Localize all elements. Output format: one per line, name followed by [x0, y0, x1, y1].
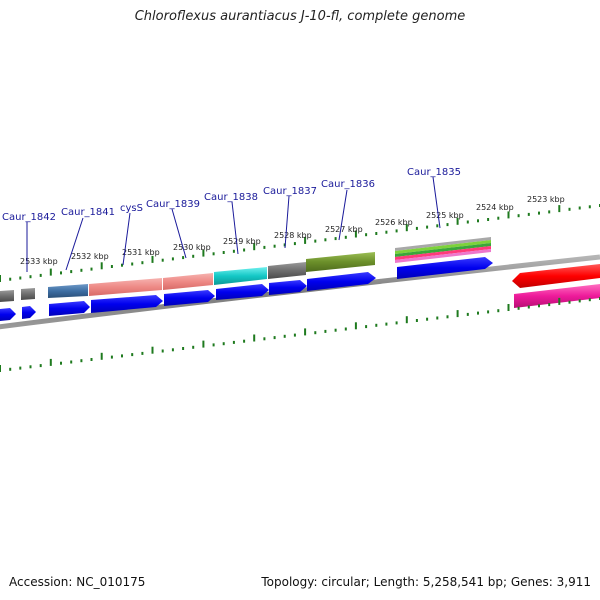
tick-label: 2525 kbp: [426, 211, 464, 220]
gene-label-caur-1838: Caur_1838: [204, 192, 258, 203]
tick-label: 2530 kbp: [173, 243, 211, 252]
cds-arrow: [91, 295, 163, 313]
cds-track: [0, 257, 493, 321]
tick-label: 2528 kbp: [274, 231, 312, 240]
accession-text: Accession: NC_010175: [9, 575, 146, 589]
gene-label-caur-1835: Caur_1835: [407, 167, 461, 178]
cds-arrow: [22, 306, 36, 319]
gene-labels: Caur_1842 Caur_1841 cysS Caur_1839 Caur_…: [2, 167, 461, 223]
inner-tick-ring: [0, 297, 600, 372]
label-leaders: [26, 176, 441, 272]
gene-label-caur-1842: Caur_1842: [2, 212, 56, 223]
feature-block: [268, 262, 306, 279]
feature-block: [514, 284, 600, 308]
gene-label-caur-1836: Caur_1836: [321, 179, 375, 190]
feature-block: [48, 284, 88, 298]
feature-block: [21, 288, 35, 300]
cds-arrow: [164, 290, 215, 306]
label-leader-line: [432, 176, 441, 229]
feature-block: [214, 267, 267, 285]
feature-block: [395, 249, 491, 263]
cds-arrow: [49, 301, 90, 316]
label-leader-line: [338, 189, 348, 241]
gene-label-caur-1837: Caur_1837: [263, 186, 317, 197]
feature-block: [395, 237, 491, 251]
feature-block: [163, 273, 213, 290]
feature-track: [0, 237, 600, 308]
feature-block: [395, 240, 491, 254]
tick-label: 2526 kbp: [375, 218, 413, 227]
feature-block: [89, 278, 162, 296]
map-title: Chloroflexus aurantiacus J-10-fl, comple…: [134, 9, 466, 24]
tick-label: 2529 kbp: [223, 237, 261, 246]
outer-tick-ring: [0, 204, 600, 282]
genome-stats-text: Topology: circular; Length: 5,258,541 bp…: [261, 575, 591, 589]
label-leader-line: [171, 208, 187, 259]
label-leader-line: [122, 212, 131, 266]
label-leader-line: [65, 217, 84, 271]
cds-arrow: [216, 284, 269, 300]
feature-block: [395, 243, 491, 257]
gene-label-cyss: cysS: [120, 203, 143, 214]
tick-label: 2523 kbp: [527, 195, 565, 204]
label-leader-line: [284, 195, 290, 249]
feature-block: [306, 252, 375, 272]
feature-block: [0, 290, 14, 302]
tick-label: 2527 kbp: [325, 225, 363, 234]
feature-block: [395, 246, 491, 260]
cds-arrow: [0, 308, 16, 321]
cds-arrow: [397, 257, 493, 279]
tick-label: 2532 kbp: [71, 252, 109, 261]
feature-block: [512, 264, 600, 288]
label-leader-line: [231, 201, 239, 255]
tick-label: 2531 kbp: [122, 248, 160, 257]
tick-label: 2524 kbp: [476, 203, 514, 212]
tick-labels: 2533 kbp 2532 kbp 2531 kbp 2530 kbp 2529…: [20, 195, 565, 266]
cds-arrow: [307, 272, 376, 291]
tick-label: 2533 kbp: [20, 257, 58, 266]
gene-label-caur-1841: Caur_1841: [61, 207, 115, 218]
cds-arrow: [269, 280, 307, 295]
gene-label-caur-1839: Caur_1839: [146, 199, 200, 210]
